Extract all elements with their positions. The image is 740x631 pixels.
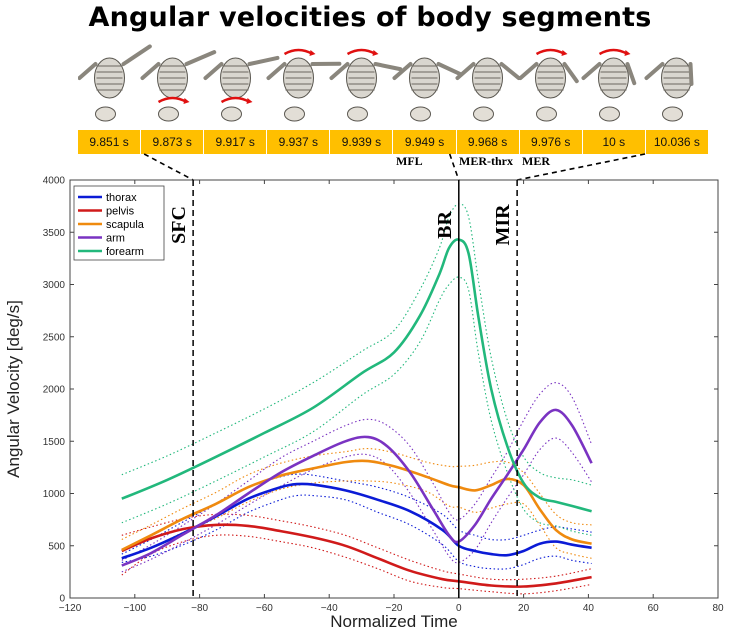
y-tick-label: 2000 — [43, 385, 66, 396]
timeline-bar: 9.851 s 9.873 s 9.917 s 9.937 s 9.939 s 9.949… — [78, 130, 708, 154]
y-tick-label: 1000 — [43, 489, 66, 500]
y-tick-label: 3500 — [43, 228, 66, 239]
x-tick-label: 60 — [648, 603, 660, 614]
y-tick-label: 4000 — [43, 176, 66, 187]
event-label-mir: MIR — [492, 204, 514, 246]
x-tick-label: 40 — [583, 603, 595, 614]
y-axis-title: Angular Velocity [deg/s] — [4, 300, 23, 478]
series-line-forearm — [121, 238, 592, 513]
timeline-cell: 9.939 s — [330, 130, 394, 154]
timeline-cell: 9.937 s — [267, 130, 331, 154]
skeleton-figure — [455, 57, 521, 122]
series-upper-scapula — [121, 448, 592, 540]
series-lower-scapula — [121, 480, 592, 559]
timeline-cell: 10 s — [583, 130, 646, 154]
skeleton-figure — [644, 57, 694, 122]
series-line-scapula — [121, 459, 592, 552]
skeleton-figure — [203, 55, 280, 122]
series-lower-thorax — [121, 494, 592, 570]
skeleton-figure — [266, 48, 342, 122]
legend-label-thorax: thorax — [106, 192, 137, 204]
series-upper-thorax — [121, 473, 592, 555]
skeleton-illustration-strip — [77, 40, 708, 130]
y-tick-label: 3000 — [43, 280, 66, 291]
legend-label-arm: arm — [106, 233, 125, 245]
series-lower-pelvis — [121, 534, 592, 595]
skeleton-figure — [77, 44, 152, 122]
skeleton-sequence-image — [77, 44, 694, 122]
y-tick-label: 1500 — [43, 437, 66, 448]
x-tick-label: −120 — [59, 603, 82, 614]
y-tick-label: 500 — [48, 541, 65, 552]
series-upper-forearm — [121, 203, 592, 486]
series-lower-forearm — [121, 276, 592, 536]
axis-ticks: −120 −100 −80 −60 −40 −20 0 20 40 60 80 0 500 1000 150… — [43, 176, 724, 615]
legend-label-scapula: scapula — [106, 219, 145, 231]
connector-sfc — [143, 153, 194, 181]
x-tick-label: −60 — [256, 603, 273, 614]
y-tick-label: 0 — [59, 594, 65, 605]
series-upper-arm — [121, 382, 593, 561]
skeleton-figure — [140, 50, 217, 122]
series-upper-pelvis — [121, 513, 592, 581]
x-tick-label: 20 — [518, 603, 530, 614]
x-tick-label: −40 — [321, 603, 338, 614]
x-axis-title: Normalized Time — [330, 612, 458, 631]
skeleton-figure — [518, 48, 579, 122]
skeleton-figure — [392, 57, 462, 122]
series-line-pelvis — [121, 523, 592, 588]
legend-box — [73, 185, 165, 261]
timeline-cell: 9.968 s — [457, 130, 520, 154]
x-tick-label: 80 — [712, 603, 724, 614]
timeline-cell: 9.949 s — [393, 130, 457, 154]
x-tick-label: −80 — [191, 603, 208, 614]
connector-br — [448, 153, 460, 181]
figure-title: Angular velocities of body segments — [88, 2, 652, 33]
timeline-cell: 9.851 s — [78, 130, 142, 154]
skeleton-figure — [329, 48, 403, 122]
event-label-br: BR — [434, 211, 456, 239]
timeline-cell: 9.976 s — [520, 130, 583, 154]
x-tick-label: 0 — [456, 603, 462, 614]
series-line-thorax — [121, 482, 592, 560]
timeline-cell: 9.873 s — [141, 130, 205, 154]
plot-area — [69, 179, 719, 599]
x-tick-label: −20 — [386, 603, 403, 614]
series-lower-arm — [121, 437, 593, 573]
phase-label: MFL — [396, 154, 423, 168]
series-line-arm — [121, 408, 593, 567]
legend-label-pelvis: pelvis — [106, 206, 135, 218]
x-tick-label: −100 — [124, 603, 147, 614]
y-tick-label: 2500 — [43, 332, 66, 343]
timeline-cell: 9.917 s — [204, 130, 268, 154]
timeline-cell: 10.036 s — [653, 135, 700, 149]
timeline-connectors — [143, 153, 646, 181]
legend-label-forearm: forearm — [106, 246, 144, 258]
phase-label: MER — [522, 154, 550, 168]
event-lines: SFC BR MIR — [168, 180, 518, 598]
phase-label: MER-thrx — [459, 154, 513, 168]
skeleton-figure — [581, 48, 637, 122]
event-label-sfc: SFC — [168, 206, 190, 244]
